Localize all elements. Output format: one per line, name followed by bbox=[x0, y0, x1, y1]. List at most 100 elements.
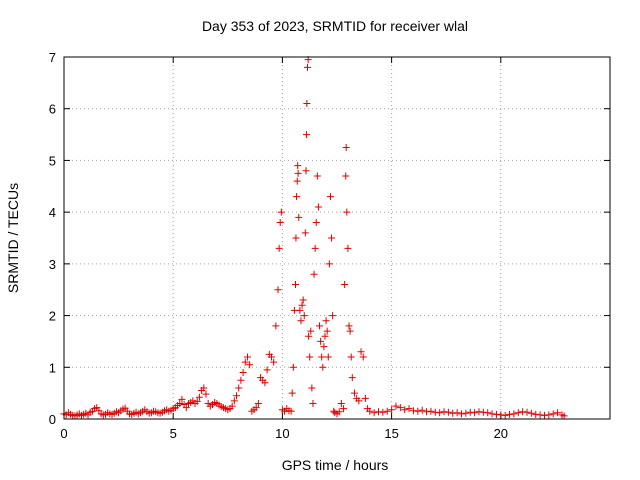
data-point bbox=[545, 411, 553, 419]
data-point bbox=[326, 193, 334, 201]
data-point bbox=[182, 404, 190, 412]
data-points bbox=[60, 56, 568, 420]
data-point bbox=[357, 348, 365, 356]
data-point bbox=[193, 397, 201, 405]
data-point bbox=[409, 407, 417, 415]
data-point bbox=[297, 317, 305, 325]
data-point bbox=[532, 410, 540, 418]
data-point bbox=[322, 317, 330, 325]
x-tick-label: 10 bbox=[275, 426, 289, 441]
data-point bbox=[289, 363, 297, 371]
data-point bbox=[466, 408, 474, 416]
data-point bbox=[342, 144, 350, 151]
data-point bbox=[318, 353, 326, 361]
y-tick-label: 6 bbox=[49, 102, 56, 117]
data-point bbox=[302, 131, 310, 139]
data-point bbox=[313, 172, 321, 180]
data-point bbox=[294, 162, 302, 170]
data-point bbox=[237, 376, 245, 384]
data-point bbox=[488, 410, 496, 418]
data-point bbox=[307, 327, 315, 335]
data-point bbox=[337, 399, 345, 407]
x-tick-label: 0 bbox=[60, 426, 67, 441]
data-point bbox=[246, 361, 254, 369]
data-point bbox=[431, 408, 439, 416]
data-point bbox=[295, 213, 303, 221]
data-point bbox=[301, 229, 309, 237]
data-point bbox=[471, 409, 479, 417]
data-point bbox=[275, 244, 283, 252]
data-point bbox=[523, 408, 531, 416]
data-point bbox=[293, 193, 301, 201]
data-point bbox=[453, 409, 461, 417]
data-point bbox=[359, 353, 367, 361]
data-point bbox=[272, 322, 280, 330]
data-point bbox=[276, 218, 284, 226]
x-tick-label: 15 bbox=[384, 426, 398, 441]
y-axis-label: SRMTID / TECUs bbox=[5, 183, 21, 293]
y-tick-label: 0 bbox=[49, 412, 56, 427]
axis-ticks: 0 5 10 15 20 0 1 2 3 4 5 6 7 bbox=[49, 50, 610, 441]
data-point bbox=[345, 322, 353, 330]
data-point bbox=[277, 208, 285, 216]
data-point bbox=[366, 407, 374, 415]
data-point bbox=[554, 409, 562, 417]
data-point bbox=[309, 399, 317, 407]
data-point bbox=[270, 358, 278, 366]
data-point bbox=[316, 322, 324, 330]
data-point bbox=[299, 296, 307, 304]
data-point bbox=[484, 409, 492, 417]
data-point bbox=[340, 405, 348, 413]
data-point bbox=[323, 327, 331, 335]
data-point bbox=[444, 408, 452, 416]
data-point bbox=[311, 244, 319, 252]
y-tick-label: 5 bbox=[49, 153, 56, 168]
data-point bbox=[527, 409, 535, 417]
data-point bbox=[329, 312, 337, 320]
y-tick-label: 3 bbox=[49, 257, 56, 272]
data-point bbox=[457, 410, 465, 418]
data-point bbox=[239, 368, 247, 376]
data-point bbox=[293, 177, 301, 185]
data-point bbox=[344, 244, 352, 252]
data-point bbox=[319, 363, 327, 371]
data-point bbox=[287, 407, 295, 415]
data-point bbox=[346, 327, 354, 335]
data-point bbox=[314, 203, 322, 211]
data-point bbox=[195, 393, 203, 401]
data-point bbox=[292, 281, 300, 289]
data-point bbox=[449, 409, 457, 417]
y-tick-label: 2 bbox=[49, 309, 56, 324]
data-point bbox=[303, 100, 311, 108]
data-point bbox=[475, 408, 483, 416]
data-point bbox=[414, 407, 422, 415]
data-point bbox=[479, 408, 487, 416]
data-point bbox=[423, 408, 431, 416]
data-point bbox=[228, 402, 236, 410]
data-point bbox=[292, 234, 300, 242]
data-point bbox=[342, 172, 350, 180]
data-point bbox=[348, 374, 356, 382]
grid-lines bbox=[64, 57, 610, 419]
data-point bbox=[510, 410, 518, 418]
data-point bbox=[302, 167, 310, 175]
data-point bbox=[427, 407, 435, 415]
data-point bbox=[418, 406, 426, 414]
data-point bbox=[176, 399, 184, 407]
data-point bbox=[540, 411, 548, 419]
data-point bbox=[235, 384, 243, 392]
data-point bbox=[324, 353, 332, 361]
data-point bbox=[312, 218, 320, 226]
data-point bbox=[230, 397, 238, 405]
data-point bbox=[300, 312, 308, 320]
data-point bbox=[501, 411, 509, 419]
data-point bbox=[298, 301, 306, 309]
plot-frame bbox=[63, 56, 611, 420]
data-point bbox=[347, 353, 355, 361]
data-point bbox=[370, 409, 378, 417]
data-point bbox=[343, 208, 351, 216]
data-point bbox=[328, 234, 336, 242]
data-point bbox=[263, 366, 271, 374]
data-point bbox=[519, 408, 527, 416]
